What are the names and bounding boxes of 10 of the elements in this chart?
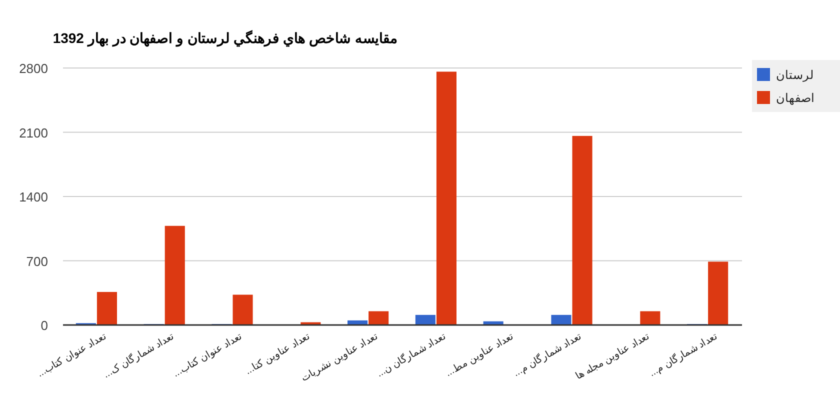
y-tick-label: 1400 [19, 190, 48, 204]
legend-label: اصفهان [776, 91, 814, 105]
x-tick-label: تعداد عنوان کتاب... [35, 331, 108, 380]
y-tick-label: 2100 [19, 125, 48, 140]
chart-title: مقایسه شاخص هاي فرهنگي لرستان و اصفهان در بهار 1392 [52, 30, 398, 47]
legend-label: لرستان [776, 68, 814, 82]
y-tick-label: 2800 [19, 61, 48, 76]
y-tick-label: 0 [40, 318, 48, 333]
x-tick-label: تعداد عناوین مط... [444, 331, 516, 380]
y-tick-label: 700 [26, 254, 48, 269]
